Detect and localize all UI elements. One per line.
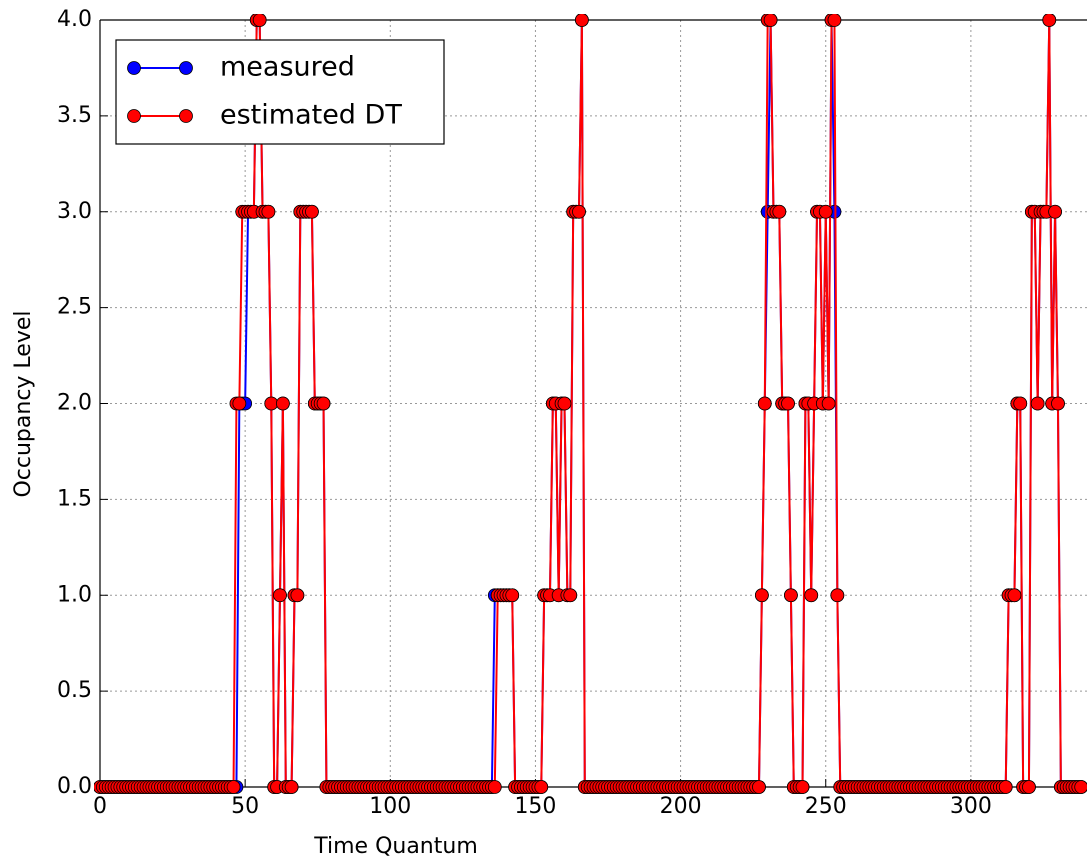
legend-marker <box>127 61 141 75</box>
data-point <box>487 780 502 794</box>
data-point <box>1007 588 1022 603</box>
data-point <box>305 204 319 219</box>
data-point <box>275 396 290 411</box>
y-tick-label: 1.0 <box>57 582 92 607</box>
data-point <box>781 396 795 411</box>
data-point <box>1074 780 1087 794</box>
data-point <box>804 588 819 603</box>
x-tick-label: 50 <box>231 794 259 819</box>
data-point <box>1048 204 1062 219</box>
data-point <box>1022 780 1036 794</box>
data-point <box>290 588 305 603</box>
data-point <box>574 14 589 27</box>
data-point <box>1042 14 1057 27</box>
x-tick-label: 200 <box>660 794 702 819</box>
data-point <box>1013 396 1028 411</box>
data-point <box>830 588 845 603</box>
data-point <box>754 588 769 603</box>
data-point <box>505 588 520 603</box>
x-tick-label: 100 <box>369 794 411 819</box>
y-axis-label: Occupancy Level <box>11 310 36 497</box>
legend-label: estimated DT <box>220 100 402 131</box>
data-point <box>821 396 836 411</box>
y-tick-label: 0.0 <box>57 774 92 799</box>
data-point <box>316 396 331 411</box>
data-point <box>232 396 247 411</box>
data-point <box>1051 396 1065 411</box>
y-tick-label: 3.0 <box>57 199 92 224</box>
y-tick-label: 0.5 <box>57 678 92 703</box>
data-point <box>284 780 299 794</box>
legend-marker <box>127 109 141 123</box>
data-point <box>557 396 572 411</box>
plot-area <box>94 14 1087 794</box>
y-tick-label: 3.5 <box>57 103 92 128</box>
legend-box <box>115 39 445 145</box>
data-point <box>763 14 778 27</box>
y-tick-label: 4.0 <box>57 7 92 32</box>
data-point <box>572 204 586 219</box>
x-tick-label: 250 <box>805 794 847 819</box>
data-point <box>752 780 766 794</box>
data-point <box>1030 396 1045 411</box>
legend-marker <box>179 109 193 123</box>
data-point <box>226 780 241 794</box>
data-point <box>772 204 787 219</box>
data-point <box>998 780 1013 794</box>
y-tick-label: 1.5 <box>57 486 92 511</box>
x-axis-label: Time Quantum <box>313 834 478 859</box>
x-tick-label: 0 <box>93 794 107 819</box>
data-point <box>757 396 772 411</box>
y-tick-label: 2.0 <box>57 391 92 416</box>
data-point <box>827 14 842 27</box>
legend-marker <box>179 61 193 75</box>
data-point <box>273 588 287 603</box>
data-point <box>795 780 810 794</box>
data-point <box>261 204 276 219</box>
data-point <box>264 396 279 411</box>
data-point <box>784 588 798 603</box>
data-point <box>818 204 833 219</box>
data-point <box>252 14 267 27</box>
legend-label: measured <box>220 52 355 83</box>
x-tick-label: 300 <box>950 794 992 819</box>
y-tick-label: 2.5 <box>57 295 92 320</box>
data-point <box>563 588 578 603</box>
data-point <box>534 780 549 794</box>
x-tick-label: 150 <box>514 794 556 819</box>
